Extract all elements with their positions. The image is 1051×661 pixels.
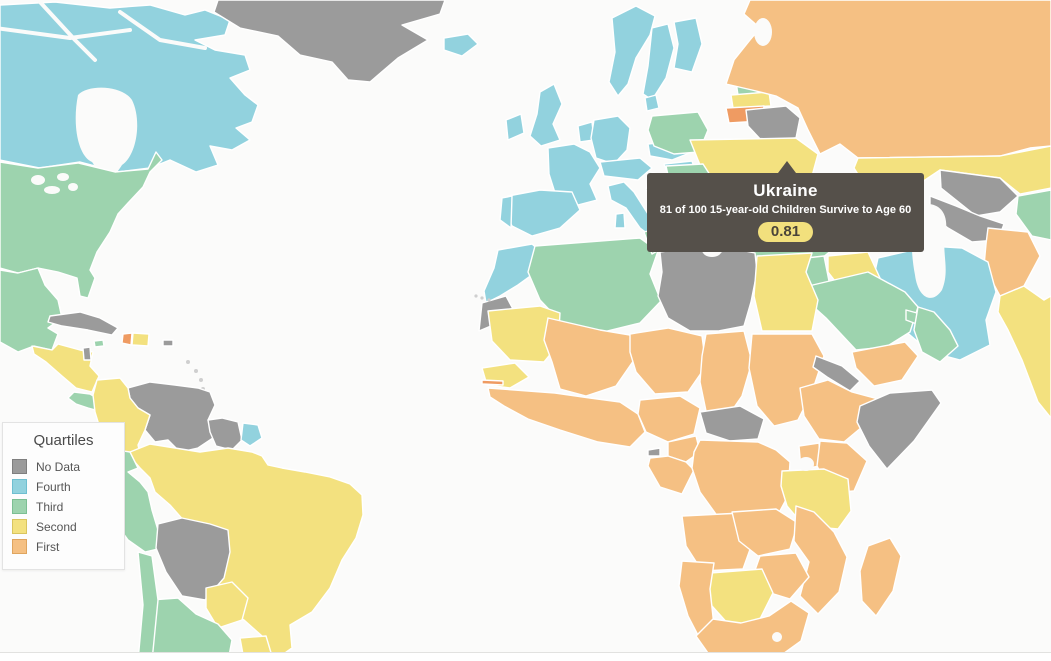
antilles-island-dot [186, 360, 190, 364]
region-belize[interactable] [82, 346, 92, 361]
region-uzbekistan[interactable] [939, 169, 1019, 217]
region-uk[interactable] [529, 83, 563, 147]
region-egypt[interactable] [753, 252, 819, 332]
region-zambia[interactable] [731, 508, 799, 557]
canary-island-dot [474, 294, 478, 298]
legend-label: Third [36, 499, 64, 514]
region-yemen[interactable] [851, 341, 919, 387]
legend-label: First [36, 539, 60, 554]
region-gambia[interactable] [481, 379, 504, 386]
region-libya[interactable] [657, 245, 758, 332]
legend-item-first: First [12, 539, 124, 554]
region-greenland[interactable] [213, 0, 446, 83]
fourth-quartile-swatch [12, 479, 27, 494]
region-ukraine[interactable] [689, 137, 819, 179]
first-quartile-swatch [12, 539, 27, 554]
tooltip-arrow-icon [778, 161, 796, 173]
region-germany[interactable] [590, 115, 631, 165]
great-lake-2 [44, 186, 60, 194]
third-quartile-swatch [12, 499, 27, 514]
region-latvia[interactable] [730, 91, 772, 109]
region-central-african-republic[interactable] [699, 405, 765, 442]
region-chile[interactable] [137, 551, 159, 661]
region-iceland[interactable] [443, 33, 479, 57]
arctic-channel-1 [0, 26, 132, 40]
region-mexico[interactable] [0, 267, 63, 353]
region-guyana-suriname[interactable] [207, 417, 243, 451]
region-equatorial-guinea[interactable] [647, 447, 661, 457]
region-spain[interactable] [503, 189, 581, 237]
region-madagascar[interactable] [859, 537, 902, 617]
region-belarus[interactable] [745, 105, 801, 142]
antilles-island-dot [194, 369, 198, 373]
quartiles-legend: Quartiles No Data Fourth Third Second Fi… [2, 422, 125, 570]
map-bottom-edge [0, 652, 1051, 661]
region-denmark[interactable] [644, 94, 660, 112]
region-pakistan-india[interactable] [997, 285, 1051, 419]
region-mali[interactable] [543, 317, 635, 397]
region-paraguay[interactable] [205, 581, 249, 629]
lake-victoria [798, 457, 814, 471]
region-jamaica[interactable] [93, 339, 105, 348]
region-ireland[interactable] [505, 113, 525, 141]
great-lake-1 [31, 175, 45, 185]
region-central-america[interactable] [31, 343, 100, 393]
region-sardinia[interactable] [614, 212, 626, 229]
great-lake-4 [68, 183, 78, 191]
region-haiti[interactable] [121, 332, 133, 346]
region-tajik-kyrgyz[interactable] [1015, 189, 1051, 241]
region-malawi-mozambique[interactable] [793, 505, 848, 615]
no-data-swatch [12, 459, 27, 474]
canary-island-dot [487, 298, 491, 302]
region-oman[interactable] [913, 306, 959, 363]
region-portugal[interactable] [499, 195, 513, 229]
antilles-island-dot [199, 378, 203, 382]
region-bolivia[interactable] [155, 517, 231, 601]
white-sea [754, 18, 772, 46]
region-usa[interactable] [0, 151, 163, 299]
region-gabon-congo[interactable] [647, 455, 695, 495]
region-sweden[interactable] [642, 23, 675, 101]
country-tooltip: Ukraine 81 of 100 15-year-old Children S… [647, 161, 924, 252]
second-quartile-swatch [12, 519, 27, 534]
region-dominican-republic[interactable] [131, 332, 150, 347]
legend-item-third: Third [12, 499, 124, 514]
region-austria-switzerland[interactable] [599, 157, 653, 181]
region-niger[interactable] [629, 327, 707, 395]
legend-item-fourth: Fourth [12, 479, 124, 494]
region-somalia[interactable] [856, 389, 942, 470]
canary-island-dot [480, 296, 484, 300]
tooltip-description: 81 of 100 15-year-old Children Survive t… [659, 204, 912, 216]
legend-label: Second [36, 519, 77, 534]
region-chad[interactable] [699, 330, 753, 420]
region-norway[interactable] [608, 5, 656, 97]
arctic-channel-3 [118, 10, 207, 50]
region-puerto-rico[interactable] [162, 339, 174, 347]
legend-label: No Data [36, 459, 81, 474]
hudson-bay [75, 87, 138, 185]
region-west-africa[interactable] [487, 387, 646, 448]
region-cuba[interactable] [47, 311, 119, 336]
legend-item-no-data: No Data [12, 459, 124, 474]
legend-title: Quartiles [33, 432, 94, 449]
arctic-channel-2 [38, 0, 97, 62]
region-nigeria[interactable] [637, 395, 701, 443]
tooltip-country-name: Ukraine [753, 181, 818, 200]
legend-label: Fourth [36, 479, 71, 494]
lesotho-hole [772, 632, 782, 642]
region-france[interactable] [547, 143, 601, 207]
region-french-guiana[interactable] [240, 422, 263, 447]
region-finland[interactable] [673, 17, 703, 73]
legend-item-second: Second [12, 519, 124, 534]
great-lake-3 [57, 173, 69, 181]
region-russia[interactable] [725, 0, 1051, 159]
tooltip-value-badge: 0.81 [757, 222, 814, 242]
